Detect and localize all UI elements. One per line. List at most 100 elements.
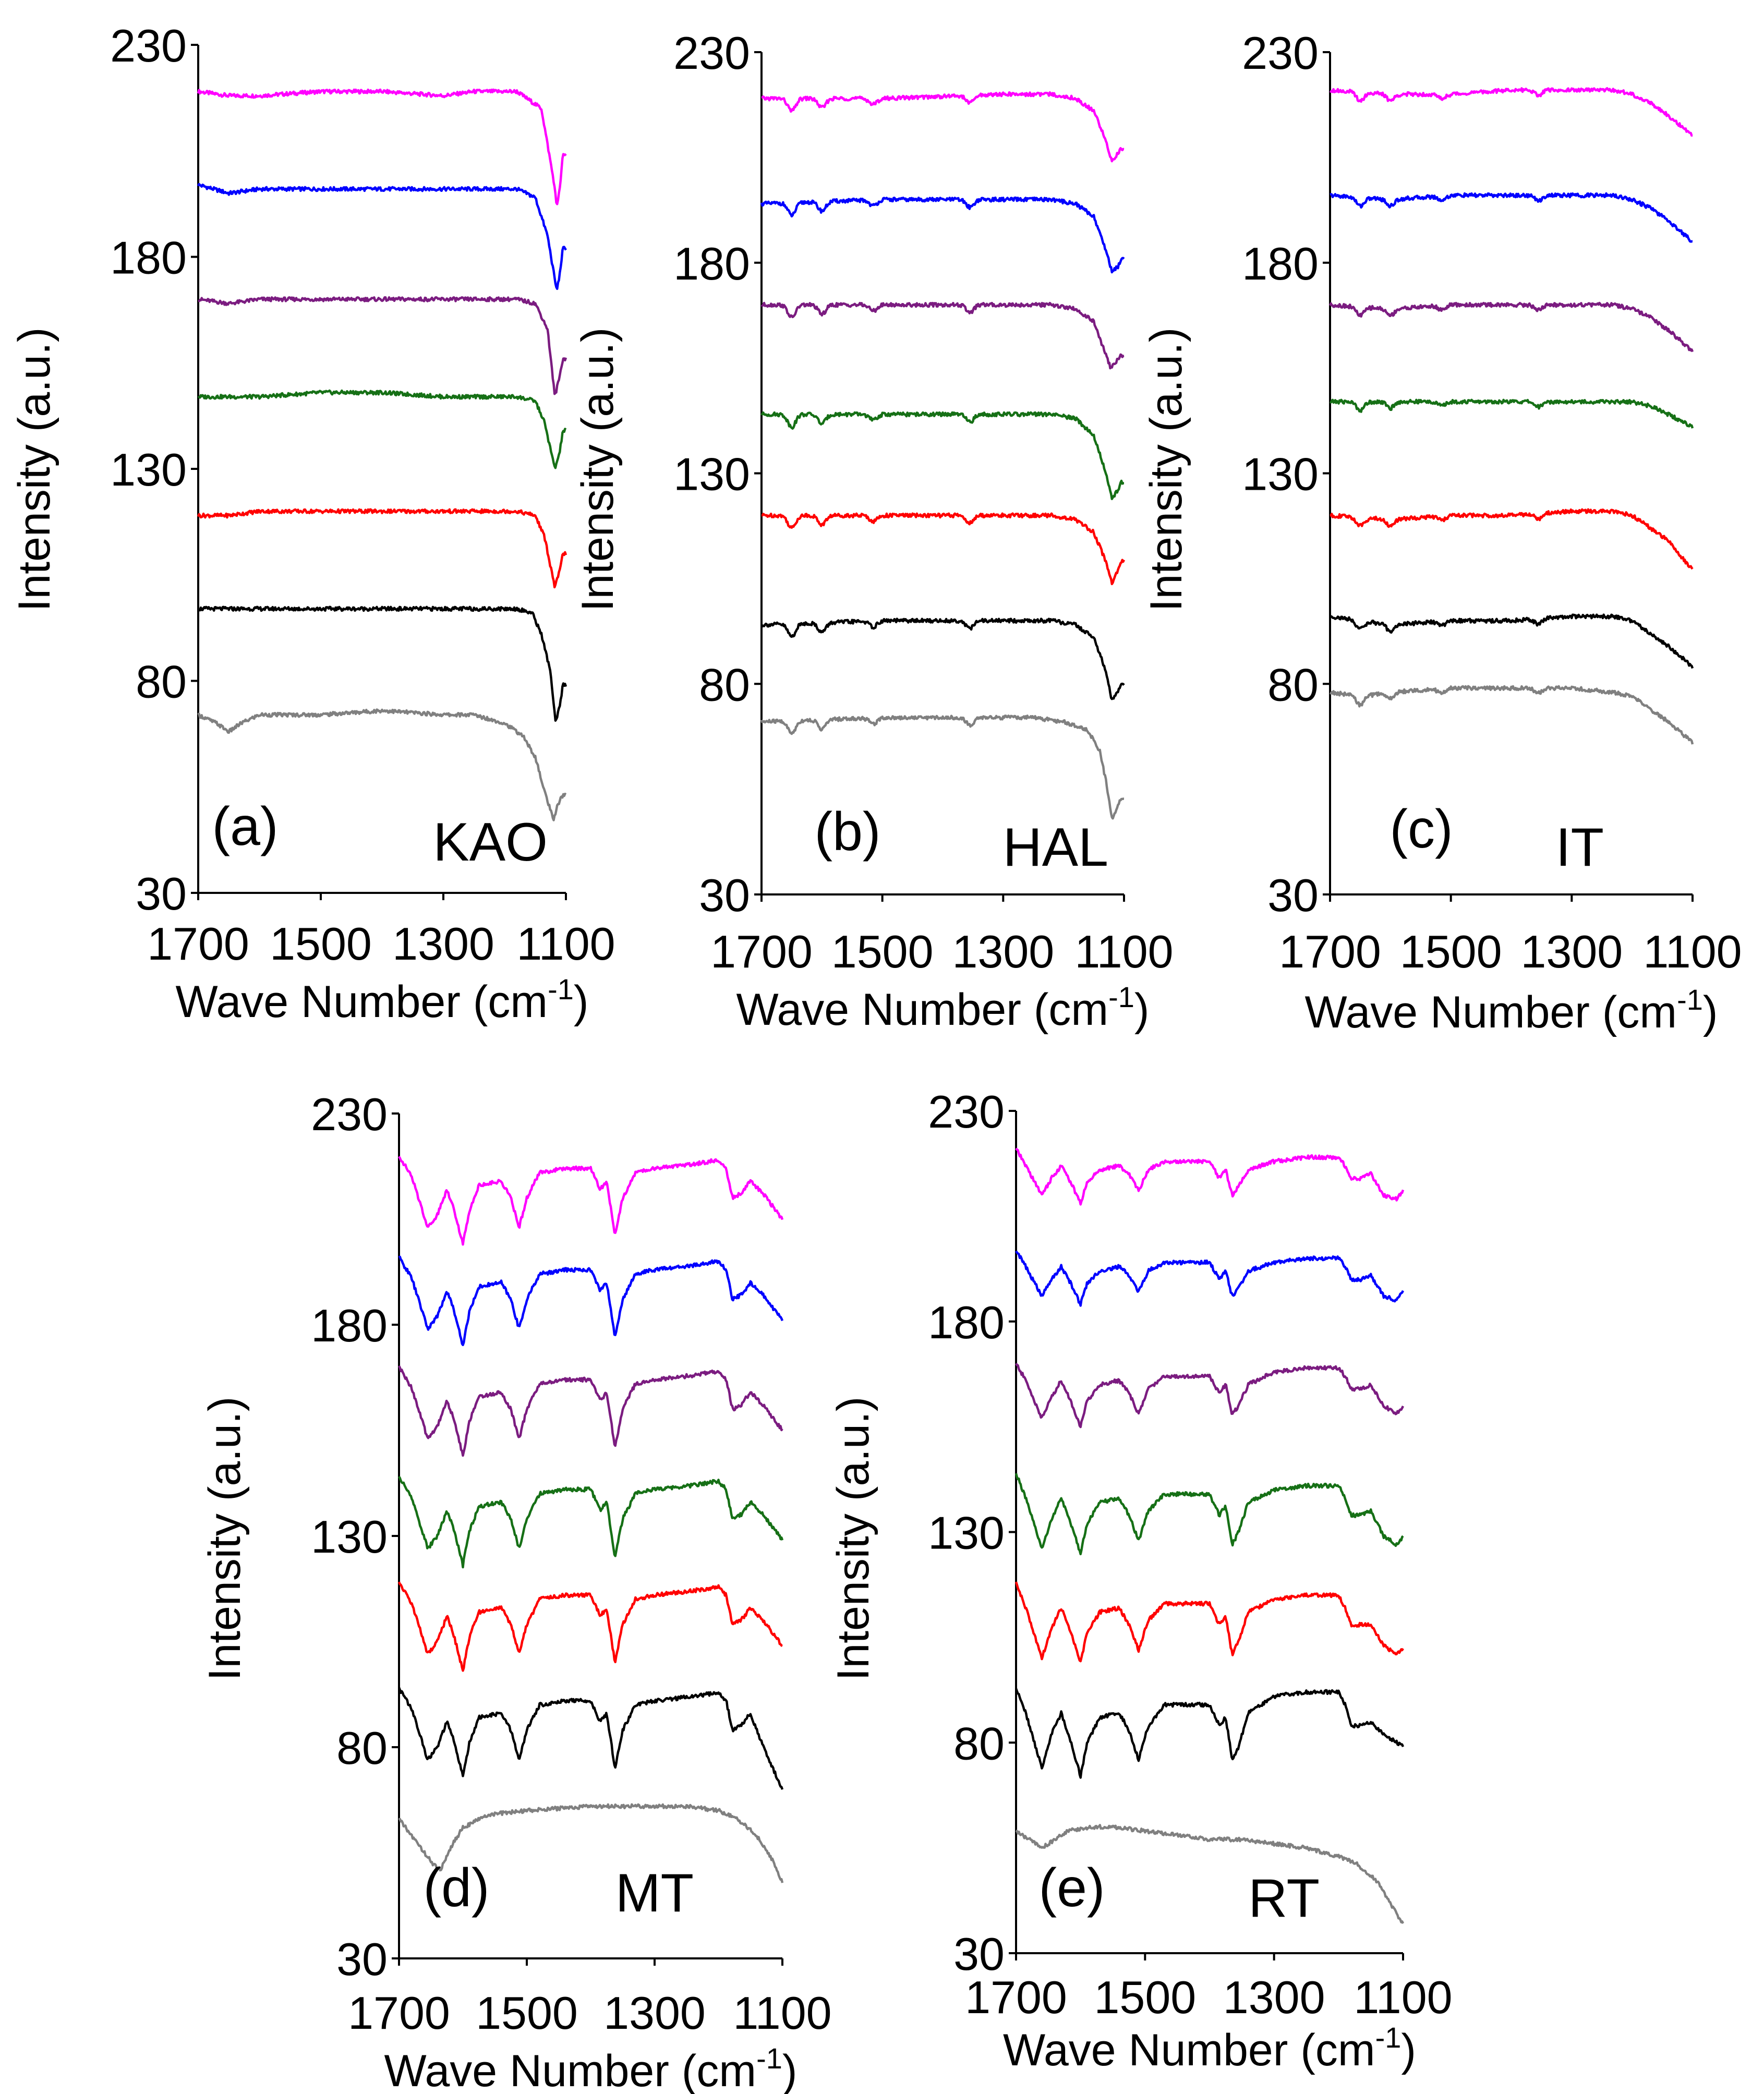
y-tick-label: 30 — [336, 1933, 388, 1985]
series-line-6 — [1329, 613, 1694, 669]
series-line-6 — [760, 618, 1125, 700]
sample-label-e: RT — [1248, 1868, 1320, 1929]
y-tick-label: 30 — [1267, 869, 1319, 921]
sample-label-a: KAO — [433, 812, 548, 873]
x-tick-label: 1100 — [1354, 1971, 1452, 2023]
x-axis-title: Wave Number (cm-1) — [1304, 983, 1718, 1037]
x-tick-label: 1300 — [392, 918, 494, 970]
x-tick-label: 1300 — [1223, 1971, 1325, 2023]
series-line-3 — [198, 296, 567, 395]
panel-label-c: (c) — [1390, 799, 1453, 860]
series-line-6 — [1014, 1688, 1405, 1779]
series-line-5 — [1014, 1581, 1404, 1663]
y-tick-label: 230 — [673, 27, 750, 79]
series-line-3 — [1328, 301, 1694, 353]
x-tick-label: 1100 — [733, 1987, 831, 2039]
panel-label-b: (b) — [814, 802, 880, 862]
x-tick-label: 1100 — [1643, 926, 1742, 977]
x-tick-label: 1300 — [603, 1987, 706, 2039]
y-tick-label: 230 — [928, 1086, 1005, 1137]
y-tick-label: 180 — [673, 238, 750, 289]
y-tick-label: 130 — [1242, 449, 1319, 500]
x-axis-title-superscript: -1 — [756, 2042, 782, 2075]
series-line-5 — [197, 508, 567, 589]
series-line-1 — [1015, 1147, 1405, 1206]
x-axis-title-superscript: -1 — [548, 973, 574, 1006]
x-axis-title: Wave Number (cm-1) — [736, 981, 1149, 1035]
series-line-2 — [398, 1255, 784, 1347]
series-line-2 — [1015, 1250, 1405, 1307]
x-tick-label: 1700 — [147, 918, 249, 970]
x-tick-label: 1700 — [710, 926, 813, 977]
y-axis-title: Intensity (a.u.) — [200, 1397, 250, 1681]
x-axis-title-text: Wave Number (cm — [175, 977, 548, 1027]
y-tick-label: 230 — [110, 20, 187, 71]
y-tick-label: 80 — [1267, 659, 1319, 710]
x-axis-title-close: ) — [1401, 2025, 1416, 2075]
series-line-4 — [1014, 1473, 1404, 1556]
series-line-7 — [197, 708, 567, 821]
x-axis-title-close: ) — [1703, 987, 1718, 1037]
sample-label-b: HAL — [1003, 817, 1108, 878]
x-axis-title-text: Wave Number (cm — [1003, 2025, 1375, 2075]
sample-label-c: IT — [1556, 817, 1604, 878]
x-tick-label: 1700 — [1279, 926, 1381, 977]
y-tick-label: 180 — [311, 1300, 388, 1351]
series-line-1 — [1329, 87, 1693, 137]
series-line-7 — [398, 1803, 784, 1883]
x-tick-label: 1300 — [952, 926, 1054, 977]
series-line-1 — [197, 88, 567, 205]
x-tick-label: 1500 — [476, 1987, 578, 2039]
y-axis-title: Intensity (a.u.) — [573, 328, 623, 612]
y-tick-label: 80 — [953, 1717, 1005, 1769]
series-line-1 — [761, 91, 1125, 163]
x-tick-label: 1300 — [1520, 926, 1623, 977]
series-line-4 — [1329, 398, 1694, 429]
x-tick-label: 1500 — [1400, 926, 1502, 977]
x-tick-label: 1100 — [516, 918, 615, 970]
y-tick-label: 180 — [1242, 238, 1319, 289]
y-axis-title: Intensity (a.u.) — [9, 328, 59, 612]
x-axis-title-superscript: -1 — [1677, 983, 1703, 1016]
x-axis-title-superscript: -1 — [1108, 981, 1134, 1013]
series-line-2 — [197, 183, 567, 291]
x-tick-label: 1500 — [1094, 1971, 1196, 2023]
y-tick-label: 30 — [699, 869, 750, 921]
series-line-7 — [1015, 1824, 1405, 1924]
panel-label-d: (d) — [423, 1858, 489, 1918]
series-line-4 — [760, 411, 1125, 500]
y-tick-label: 80 — [699, 659, 750, 710]
series-line-6 — [397, 1687, 784, 1790]
panel-label-e: (e) — [1038, 1858, 1105, 1918]
x-axis-title-close: ) — [782, 2046, 798, 2094]
y-axis-title: Intensity (a.u.) — [1141, 328, 1191, 612]
x-axis-title-close: ) — [1134, 985, 1150, 1035]
series-line-1 — [398, 1156, 784, 1246]
series-line-2 — [760, 196, 1125, 274]
x-tick-label: 1100 — [1074, 926, 1173, 977]
sample-label-d: MT — [615, 1863, 694, 1923]
series-line-5 — [397, 1581, 783, 1672]
series-line-6 — [198, 606, 567, 722]
series-line-3 — [398, 1365, 783, 1457]
y-tick-label: 130 — [110, 444, 187, 495]
y-tick-label: 30 — [953, 1928, 1005, 1980]
y-tick-label: 230 — [311, 1088, 388, 1140]
y-tick-label: 130 — [311, 1511, 388, 1563]
series-line-7 — [1329, 685, 1694, 745]
y-tick-label: 130 — [673, 449, 750, 500]
x-axis-title: Wave Number (cm-1) — [175, 973, 588, 1027]
y-tick-label: 30 — [136, 868, 187, 919]
x-axis-title-text: Wave Number (cm — [1304, 987, 1677, 1037]
x-axis-title-superscript: -1 — [1375, 2021, 1401, 2054]
y-tick-label: 80 — [336, 1722, 388, 1774]
series-line-5 — [1330, 508, 1694, 570]
series-line-3 — [1015, 1363, 1405, 1429]
x-tick-label: 1700 — [965, 1971, 1067, 2023]
series-line-4 — [398, 1475, 784, 1569]
